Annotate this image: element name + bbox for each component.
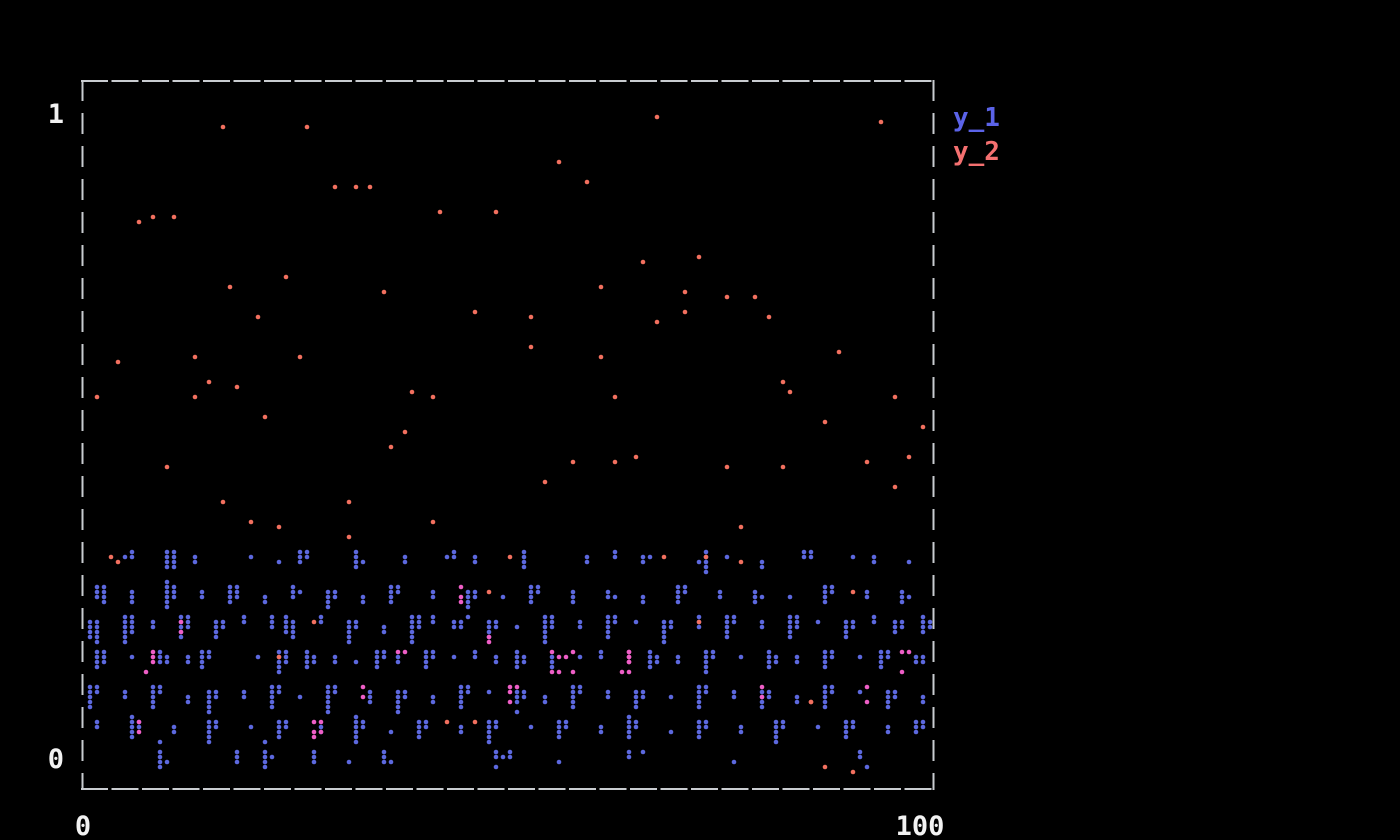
scatter-plot-area	[87, 114, 933, 775]
x-axis-tick-right: 100	[895, 811, 945, 840]
y-axis-tick-bottom: 0	[47, 744, 64, 775]
legend-item-y1: y_1	[953, 103, 1000, 133]
legend: y_1 y_2	[953, 101, 1000, 169]
legend-item-y2: y_2	[953, 137, 1000, 167]
x-axis-tick-left: 0	[74, 811, 92, 840]
y-axis-tick-top: 1	[47, 99, 64, 130]
